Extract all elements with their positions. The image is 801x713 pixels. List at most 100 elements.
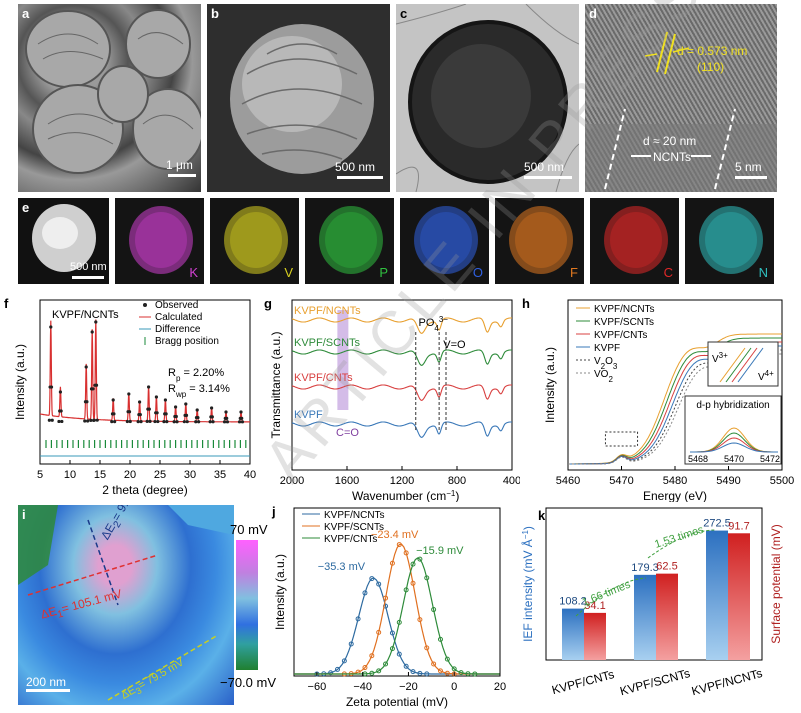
xrd-observed-point xyxy=(210,406,214,410)
surface-potential-bar xyxy=(584,612,606,660)
xrd-observed-point xyxy=(210,415,214,419)
panel-label-c: c xyxy=(400,6,408,21)
zeta-marker xyxy=(451,666,457,672)
eds-map-v: V xyxy=(210,198,299,284)
zeta-legend-item: KVPF/CNTs xyxy=(324,534,377,545)
xanes-ylabel: Intensity (a.u.) xyxy=(543,347,557,423)
tem-image-c: c 500 nm xyxy=(396,4,579,192)
xanes-xtick: 5480 xyxy=(663,475,687,487)
zeta-xtick: 0 xyxy=(451,681,457,693)
ief-bar xyxy=(562,608,584,660)
tem-particle xyxy=(396,4,579,192)
xrd-observed-point xyxy=(49,385,54,389)
xrd-observed-point xyxy=(49,325,53,329)
hrtem-overlay xyxy=(585,31,777,192)
sem-particles xyxy=(25,9,201,174)
xrd-observed-point xyxy=(172,420,176,424)
ratio-arrow-2 xyxy=(647,529,717,559)
ftir-series-line xyxy=(291,349,512,366)
ief-value-label: 179.3 xyxy=(631,562,659,574)
xrd-calculated xyxy=(40,319,250,423)
zeta-marker xyxy=(376,668,382,674)
xrd-observed-point xyxy=(89,418,93,422)
panel-label-d: d xyxy=(589,6,597,21)
ftir-xlabel: Wavenumber (cm−1) xyxy=(352,489,459,503)
xanes-inset-top xyxy=(707,341,779,387)
xrd-observed-point xyxy=(211,420,215,424)
xrd-xtick: 35 xyxy=(214,469,226,481)
sem-image-b: b 500 nm xyxy=(207,4,390,192)
inset-xtick: 5470 xyxy=(724,454,744,464)
eds-map-p: P xyxy=(305,198,394,284)
surface-potential-bar xyxy=(728,533,750,660)
xrd-observed-point xyxy=(162,419,166,424)
panel-label-j: j xyxy=(271,504,276,519)
ratio-arrow-1 xyxy=(575,577,647,617)
xrd-observed-point xyxy=(165,419,169,424)
xrd-observed-point xyxy=(184,413,189,417)
colorbar-top-label: 70 mV xyxy=(230,522,268,537)
v4-label: V4+ xyxy=(758,369,774,384)
d-spacing-label: d = 0.573 nm xyxy=(677,44,748,58)
zeta-marker xyxy=(410,669,416,675)
ief-bar-chart: k 108.234.1 KVPF/CNTs 179.362.5 KVPF/SCNTs 27… xyxy=(520,507,783,698)
xrd-observed-point xyxy=(196,415,200,420)
xrd-legend-item: Difference xyxy=(155,324,201,335)
zeta-marker xyxy=(369,653,375,659)
xrd-observed-point xyxy=(195,408,199,412)
zeta-ylabel: Intensity (a.u.) xyxy=(273,554,287,630)
xrd-observed-point xyxy=(85,400,89,404)
panel-label-g: g xyxy=(264,296,272,311)
bar-category-label: KVPF/NCNTs xyxy=(690,666,764,698)
xrd-observed-point xyxy=(240,420,245,424)
inset-xtick: 5472 xyxy=(760,454,780,464)
panel-label-f: f xyxy=(4,296,9,311)
xrd-observed-point xyxy=(225,416,229,420)
xrd-observed-point xyxy=(127,410,132,414)
rp-label: Rp = 2.20% xyxy=(168,367,224,383)
xrd-observed-point xyxy=(194,420,198,424)
eds-map-c: C xyxy=(590,198,679,284)
zeta-marker xyxy=(417,556,423,562)
ratio-label-1: 1.66 times xyxy=(581,578,633,608)
ief-value-label: 272.5 xyxy=(703,518,731,530)
xanes-legend-item: KVPF/CNTs xyxy=(594,330,647,341)
xrd-observed-point xyxy=(225,420,230,424)
eds-element-label: C xyxy=(663,265,673,280)
xrd-observed-point xyxy=(208,420,212,424)
ief-bar xyxy=(634,574,656,660)
xrd-frame xyxy=(39,299,251,465)
ftir-series-line xyxy=(291,421,512,438)
zeta-marker xyxy=(396,651,402,657)
eds-element-label: O xyxy=(472,265,483,280)
zeta-marker xyxy=(403,663,409,669)
eds-element-label: F xyxy=(570,265,578,280)
xanes-xtick: 5500 xyxy=(770,475,794,487)
ftir-series-label: KVPF xyxy=(294,409,323,421)
eds-element-label: P xyxy=(379,265,388,280)
xrd-observed-point xyxy=(222,420,227,424)
zeta-marker xyxy=(437,668,443,674)
v3-label: V3+ xyxy=(712,351,728,366)
xrd-observed-point xyxy=(174,414,178,419)
xrd-xtick: 25 xyxy=(154,469,166,481)
zeta-series-line xyxy=(294,557,500,675)
xanes-legend-item: VO2 xyxy=(594,369,613,384)
scale-text-a: 1 μm xyxy=(166,158,193,172)
xrd-legend-item: Calculated xyxy=(155,312,202,323)
ftir-series-line xyxy=(291,384,512,401)
scale-bar-c xyxy=(524,176,572,179)
xrd-observed-point xyxy=(95,418,99,422)
inset-xtick: 5468 xyxy=(688,454,708,464)
rwp-label: Rwp = 3.14% xyxy=(168,383,230,399)
vo-label: V=O xyxy=(443,339,466,351)
zeta-legend-item: KVPF/NCNTs xyxy=(324,510,385,521)
xrd-xtick: 15 xyxy=(94,469,106,481)
zeta-marker xyxy=(383,661,389,667)
xrd-observed-point xyxy=(239,410,243,414)
xrd-observed-point xyxy=(110,419,114,424)
xrd-legend-item: Bragg position xyxy=(155,336,219,347)
xrd-observed-point xyxy=(58,390,63,394)
panel-label-a: a xyxy=(22,6,30,21)
eds-map-k: K xyxy=(115,198,204,284)
